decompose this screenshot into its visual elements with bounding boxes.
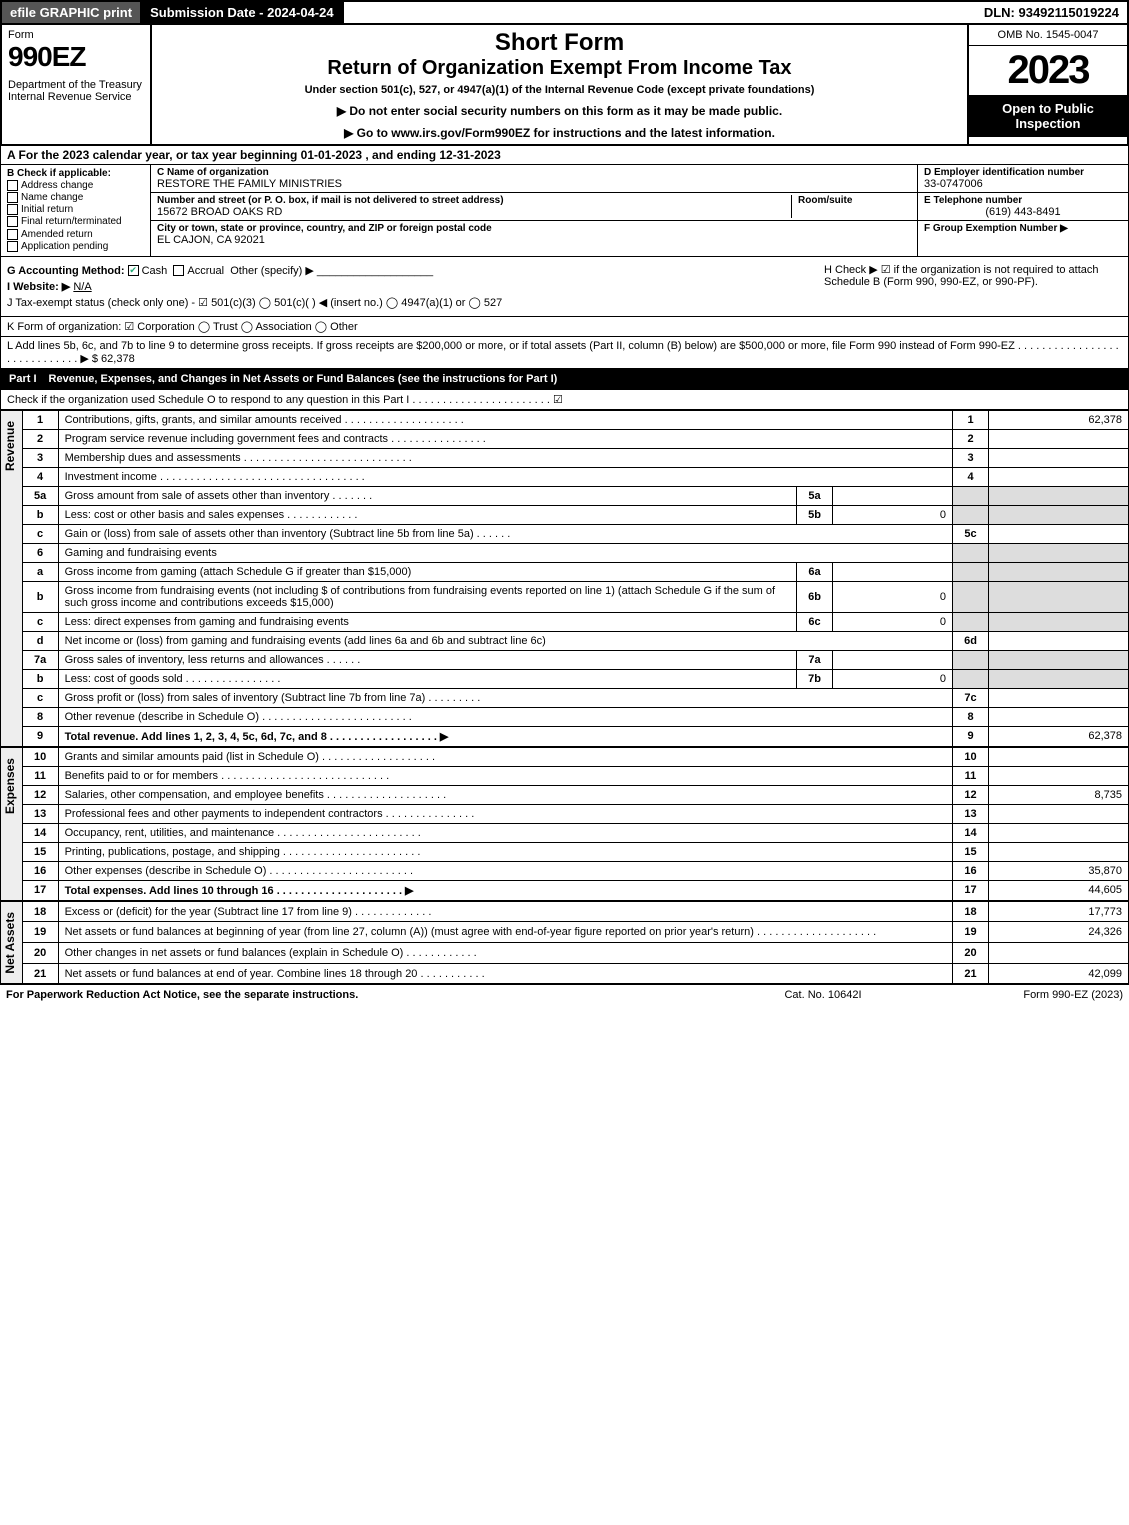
- check-final-return[interactable]: Final return/terminated: [7, 216, 144, 227]
- submission-date-label: Submission Date - 2024-04-24: [142, 2, 344, 23]
- line-17: 17Total expenses. Add lines 10 through 1…: [22, 880, 1128, 900]
- line-21: 21Net assets or fund balances at end of …: [22, 963, 1128, 984]
- part-i-label: Part I: [9, 373, 37, 385]
- revenue-section: Revenue 1Contributions, gifts, grants, a…: [0, 410, 1129, 747]
- check-name-change[interactable]: Name change: [7, 192, 144, 203]
- form-header: Form 990EZ Department of the Treasury In…: [0, 25, 1129, 146]
- net-assets-table: 18Excess or (deficit) for the year (Subt…: [22, 901, 1129, 985]
- tax-year: 2023: [969, 46, 1127, 95]
- check-app-pending[interactable]: Application pending: [7, 241, 144, 252]
- dln-label: DLN: 93492115019224: [976, 2, 1127, 23]
- department-label: Department of the Treasury Internal Reve…: [8, 79, 144, 103]
- catalog-number: Cat. No. 10642I: [723, 989, 923, 1001]
- row-a-tax-year: A For the 2023 calendar year, or tax yea…: [0, 146, 1129, 165]
- line-6c: cLess: direct expenses from gaming and f…: [22, 612, 1128, 631]
- line-6: 6Gaming and fundraising events: [22, 543, 1128, 562]
- line-7b: bLess: cost of goods sold . . . . . . . …: [22, 669, 1128, 688]
- l-gross-receipts: L Add lines 5b, 6c, and 7b to line 9 to …: [0, 337, 1129, 369]
- page-footer: For Paperwork Reduction Act Notice, see …: [0, 984, 1129, 1005]
- part-i-header: Part I Revenue, Expenses, and Changes in…: [0, 369, 1129, 390]
- check-address-change[interactable]: Address change: [7, 180, 144, 191]
- subtitle: Under section 501(c), 527, or 4947(a)(1)…: [162, 84, 957, 96]
- line-7c: cGross profit or (loss) from sales of in…: [22, 688, 1128, 707]
- part-i-title: Revenue, Expenses, and Changes in Net As…: [49, 373, 1120, 385]
- city-label: City or town, state or province, country…: [157, 223, 911, 234]
- block-ghij: G Accounting Method: Cash Accrual Other …: [0, 257, 1129, 317]
- line-6d: dNet income or (loss) from gaming and fu…: [22, 631, 1128, 650]
- top-bar: efile GRAPHIC print Submission Date - 20…: [0, 0, 1129, 25]
- line-9: 9Total revenue. Add lines 1, 2, 3, 4, 5c…: [22, 726, 1128, 746]
- header-center: Short Form Return of Organization Exempt…: [152, 25, 967, 144]
- k-form-of-org: K Form of organization: ☑ Corporation ◯ …: [0, 317, 1129, 337]
- street-address: 15672 BROAD OAKS RD: [157, 206, 791, 218]
- part-i-check-line: Check if the organization used Schedule …: [0, 390, 1129, 410]
- line-2: 2Program service revenue including gover…: [22, 429, 1128, 448]
- line-8: 8Other revenue (describe in Schedule O) …: [22, 707, 1128, 726]
- d-ein-label: D Employer identification number: [924, 167, 1122, 178]
- efile-print-button[interactable]: efile GRAPHIC print: [2, 2, 142, 23]
- section-c-org-info: C Name of organization RESTORE THE FAMIL…: [151, 165, 918, 256]
- website-value: N/A: [73, 281, 91, 293]
- city-state-zip: EL CAJON, CA 92021: [157, 234, 911, 246]
- line-15: 15Printing, publications, postage, and s…: [22, 842, 1128, 861]
- form-label: Form: [8, 29, 144, 41]
- identity-block: B Check if applicable: Address change Na…: [0, 165, 1129, 257]
- line-12: 12Salaries, other compensation, and empl…: [22, 785, 1128, 804]
- line-14: 14Occupancy, rent, utilities, and mainte…: [22, 823, 1128, 842]
- line-6a: aGross income from gaming (attach Schedu…: [22, 562, 1128, 581]
- h-schedule-b: H Check ▶ ☑ if the organization is not r…: [822, 261, 1122, 312]
- line-1: 1Contributions, gifts, grants, and simil…: [22, 410, 1128, 429]
- check-cash[interactable]: [128, 265, 139, 276]
- line-5c: cGain or (loss) from sale of assets othe…: [22, 524, 1128, 543]
- line-19: 19Net assets or fund balances at beginni…: [22, 922, 1128, 943]
- expenses-table: 10Grants and similar amounts paid (list …: [22, 747, 1129, 901]
- f-group-label: F Group Exemption Number ▶: [924, 223, 1122, 234]
- org-name: RESTORE THE FAMILY MINISTRIES: [157, 178, 911, 190]
- j-tax-exempt-status: J Tax-exempt status (check only one) - ☑…: [7, 296, 822, 309]
- open-to-public-badge: Open to Public Inspection: [969, 95, 1127, 137]
- line-10: 10Grants and similar amounts paid (list …: [22, 747, 1128, 766]
- line-4: 4Investment income . . . . . . . . . . .…: [22, 467, 1128, 486]
- room-label: Room/suite: [798, 195, 911, 206]
- i-website: I Website: ▶ N/A: [7, 280, 822, 293]
- revenue-sidebar: Revenue: [0, 410, 22, 747]
- b-header: B Check if applicable:: [7, 168, 144, 179]
- warning-text: ▶ Do not enter social security numbers o…: [162, 104, 957, 118]
- expenses-section: Expenses 10Grants and similar amounts pa…: [0, 747, 1129, 901]
- check-initial-return[interactable]: Initial return: [7, 204, 144, 215]
- expenses-sidebar: Expenses: [0, 747, 22, 901]
- e-phone-label: E Telephone number: [924, 195, 1122, 206]
- line-18: 18Excess or (deficit) for the year (Subt…: [22, 901, 1128, 922]
- phone-value: (619) 443-8491: [924, 206, 1122, 218]
- revenue-table: 1Contributions, gifts, grants, and simil…: [22, 410, 1129, 747]
- line-7a: 7aGross sales of inventory, less returns…: [22, 650, 1128, 669]
- return-title: Return of Organization Exempt From Incom…: [162, 57, 957, 80]
- line-11: 11Benefits paid to or for members . . . …: [22, 766, 1128, 785]
- section-def: D Employer identification number 33-0747…: [918, 165, 1128, 256]
- line-6b: bGross income from fundraising events (n…: [22, 581, 1128, 612]
- section-b-checkboxes: B Check if applicable: Address change Na…: [1, 165, 151, 256]
- line-5a: 5aGross amount from sale of assets other…: [22, 486, 1128, 505]
- line-5b: bLess: cost or other basis and sales exp…: [22, 505, 1128, 524]
- g-accounting-method: G Accounting Method: Cash Accrual Other …: [7, 264, 822, 277]
- street-label: Number and street (or P. O. box, if mail…: [157, 195, 791, 206]
- line-20: 20Other changes in net assets or fund ba…: [22, 943, 1128, 964]
- short-form-title: Short Form: [162, 29, 957, 57]
- c-name-label: C Name of organization: [157, 167, 911, 178]
- line-13: 13Professional fees and other payments t…: [22, 804, 1128, 823]
- line-16: 16Other expenses (describe in Schedule O…: [22, 861, 1128, 880]
- goto-link[interactable]: ▶ Go to www.irs.gov/Form990EZ for instru…: [162, 126, 957, 140]
- net-assets-sidebar: Net Assets: [0, 901, 22, 985]
- form-number: 990EZ: [8, 41, 144, 73]
- form-id-footer: Form 990-EZ (2023): [923, 989, 1123, 1001]
- net-assets-section: Net Assets 18Excess or (deficit) for the…: [0, 901, 1129, 985]
- check-accrual[interactable]: [173, 265, 184, 276]
- header-right: OMB No. 1545-0047 2023 Open to Public In…: [967, 25, 1127, 144]
- line-3: 3Membership dues and assessments . . . .…: [22, 448, 1128, 467]
- ein-value: 33-0747006: [924, 178, 1122, 190]
- omb-number: OMB No. 1545-0047: [969, 25, 1127, 46]
- check-amended[interactable]: Amended return: [7, 229, 144, 240]
- header-left: Form 990EZ Department of the Treasury In…: [2, 25, 152, 144]
- paperwork-notice: For Paperwork Reduction Act Notice, see …: [6, 989, 723, 1001]
